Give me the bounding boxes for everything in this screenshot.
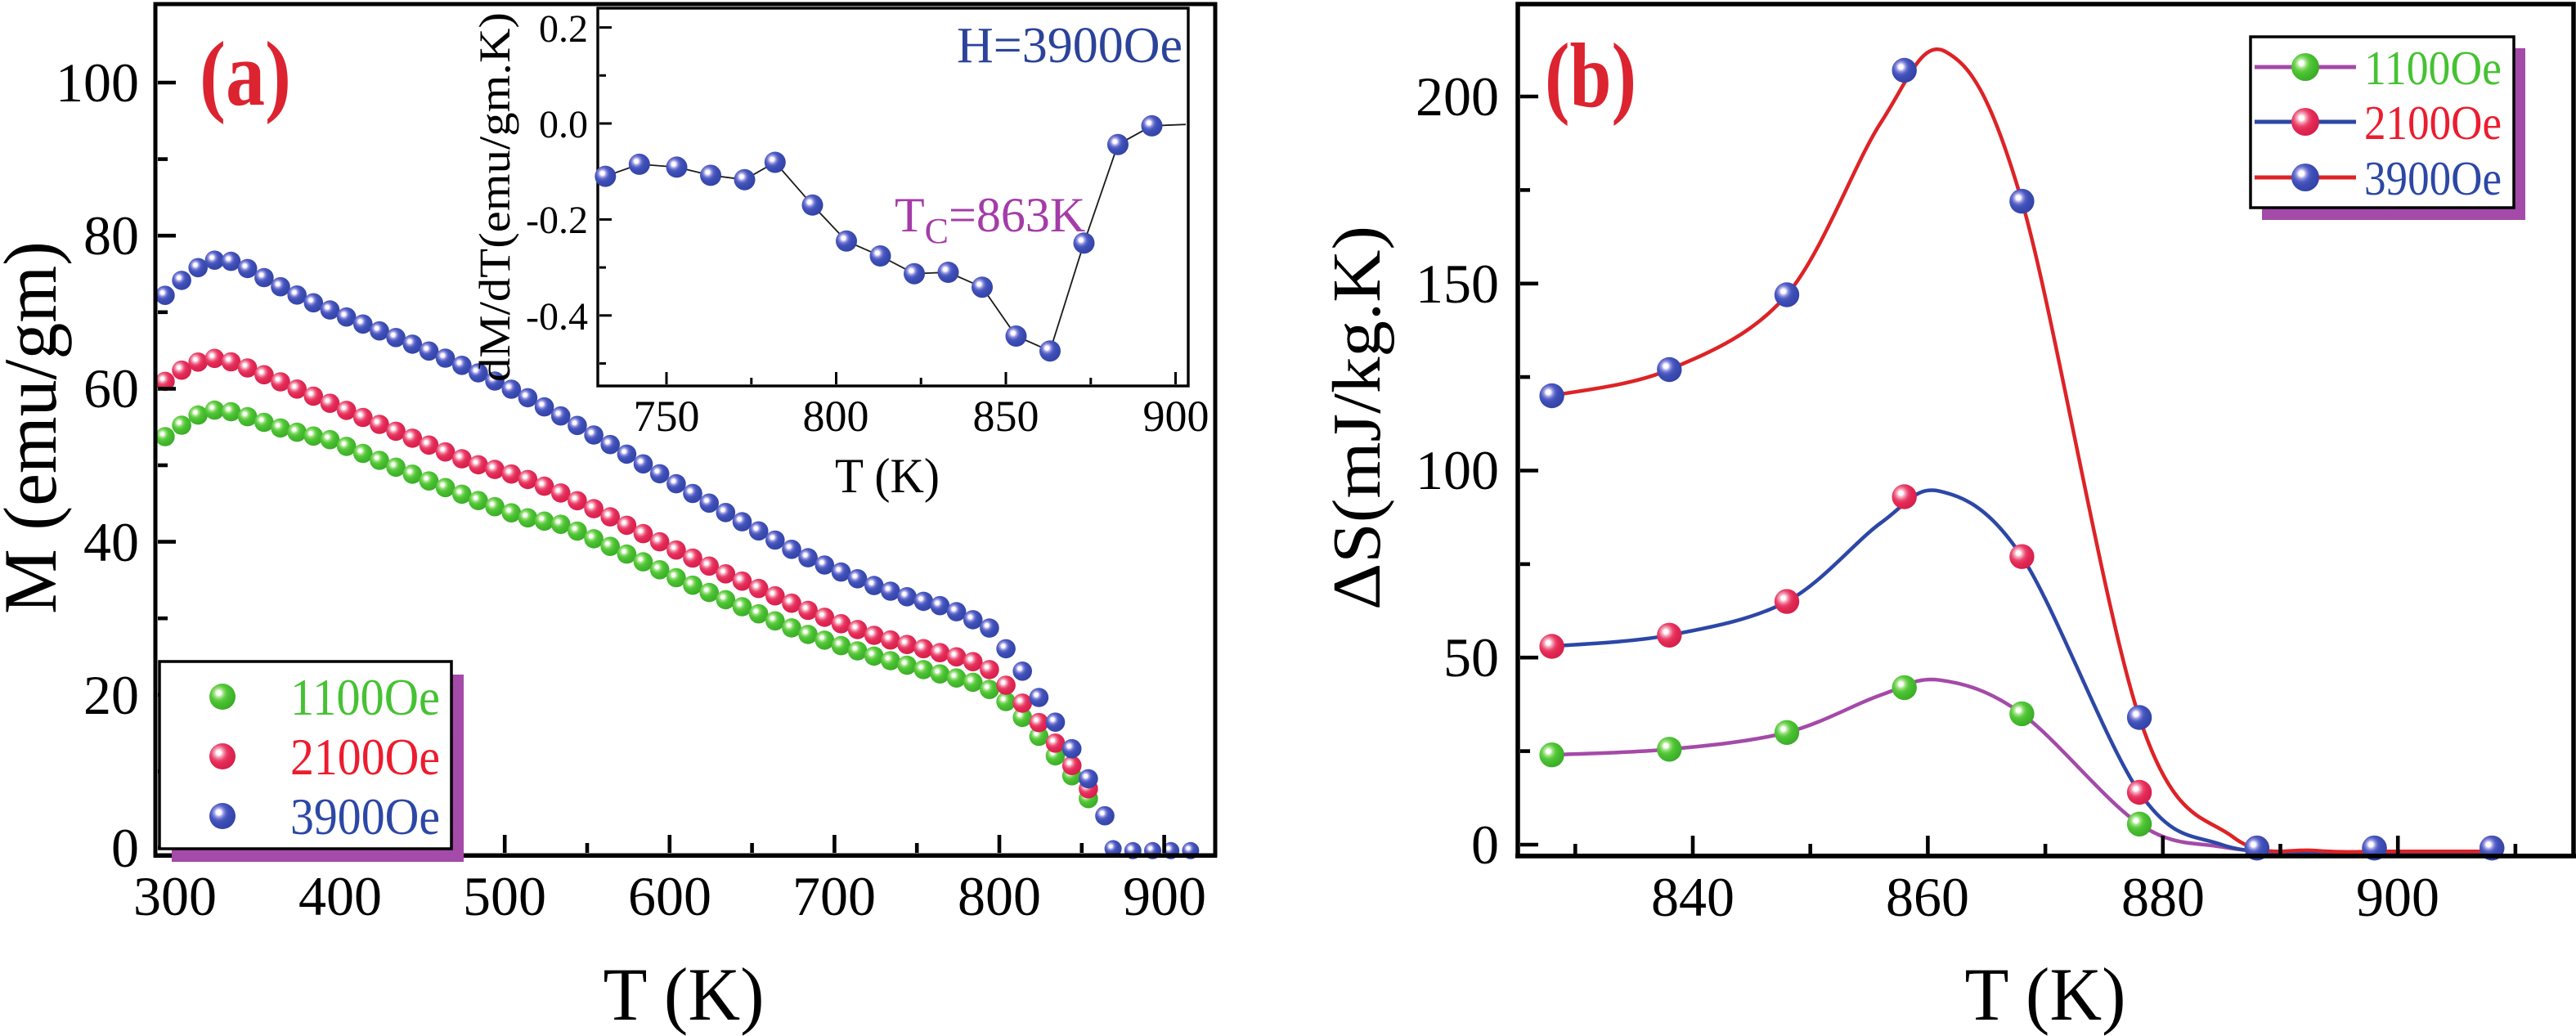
svg-text:20: 20 bbox=[83, 664, 139, 726]
svg-text:800: 800 bbox=[803, 392, 869, 441]
svg-text:0.0: 0.0 bbox=[539, 103, 588, 146]
svg-text:100: 100 bbox=[56, 52, 139, 114]
svg-text:80: 80 bbox=[83, 204, 139, 267]
svg-text:0.2: 0.2 bbox=[539, 7, 588, 51]
svg-text:TC=863K: TC=863K bbox=[895, 188, 1085, 251]
svg-text:H=3900Oe: H=3900Oe bbox=[957, 18, 1183, 74]
svg-text:860: 860 bbox=[1886, 866, 1969, 928]
svg-text:300: 300 bbox=[133, 865, 217, 927]
svg-text:850: 850 bbox=[973, 392, 1039, 441]
svg-text:0: 0 bbox=[1471, 814, 1499, 876]
svg-text:-0.2: -0.2 bbox=[526, 199, 588, 242]
svg-text:T (K): T (K) bbox=[1965, 953, 2126, 1036]
svg-text:-0.4: -0.4 bbox=[526, 295, 588, 339]
svg-text:100: 100 bbox=[1416, 439, 1499, 501]
svg-text:2100Oe: 2100Oe bbox=[290, 728, 440, 786]
svg-text:40: 40 bbox=[83, 511, 139, 573]
svg-text:0: 0 bbox=[111, 817, 139, 879]
svg-text:750: 750 bbox=[634, 392, 700, 441]
svg-text:150: 150 bbox=[1416, 253, 1499, 315]
svg-text:dM/dT(emu/gm.K): dM/dT(emu/gm.K) bbox=[470, 12, 519, 382]
svg-text:900: 900 bbox=[1143, 392, 1209, 441]
svg-text:1100Oe: 1100Oe bbox=[2364, 41, 2502, 95]
svg-text:400: 400 bbox=[298, 865, 382, 927]
svg-text:800: 800 bbox=[958, 865, 1041, 927]
svg-text:(b): (b) bbox=[1545, 25, 1636, 127]
svg-text:880: 880 bbox=[2121, 866, 2205, 928]
svg-text:2100Oe: 2100Oe bbox=[2364, 96, 2502, 150]
svg-text:T (K): T (K) bbox=[835, 449, 940, 503]
svg-text:1100Oe: 1100Oe bbox=[290, 668, 440, 726]
svg-text:ΔS(mJ/kg.K): ΔS(mJ/kg.K) bbox=[1319, 226, 1395, 610]
svg-text:50: 50 bbox=[1443, 626, 1499, 688]
svg-text:200: 200 bbox=[1416, 65, 1499, 128]
svg-text:T (K): T (K) bbox=[604, 953, 765, 1036]
svg-text:700: 700 bbox=[792, 865, 876, 927]
svg-text:900: 900 bbox=[2356, 866, 2439, 928]
svg-text:60: 60 bbox=[83, 357, 139, 419]
svg-text:3900Oe: 3900Oe bbox=[290, 787, 440, 845]
svg-text:840: 840 bbox=[1651, 866, 1735, 928]
svg-text:3900Oe: 3900Oe bbox=[2364, 151, 2502, 205]
svg-text:500: 500 bbox=[463, 865, 546, 927]
svg-text:600: 600 bbox=[628, 865, 711, 927]
svg-text:(a): (a) bbox=[200, 24, 291, 125]
svg-text:M (emu/gm): M (emu/gm) bbox=[0, 241, 72, 614]
svg-text:900: 900 bbox=[1123, 865, 1206, 927]
